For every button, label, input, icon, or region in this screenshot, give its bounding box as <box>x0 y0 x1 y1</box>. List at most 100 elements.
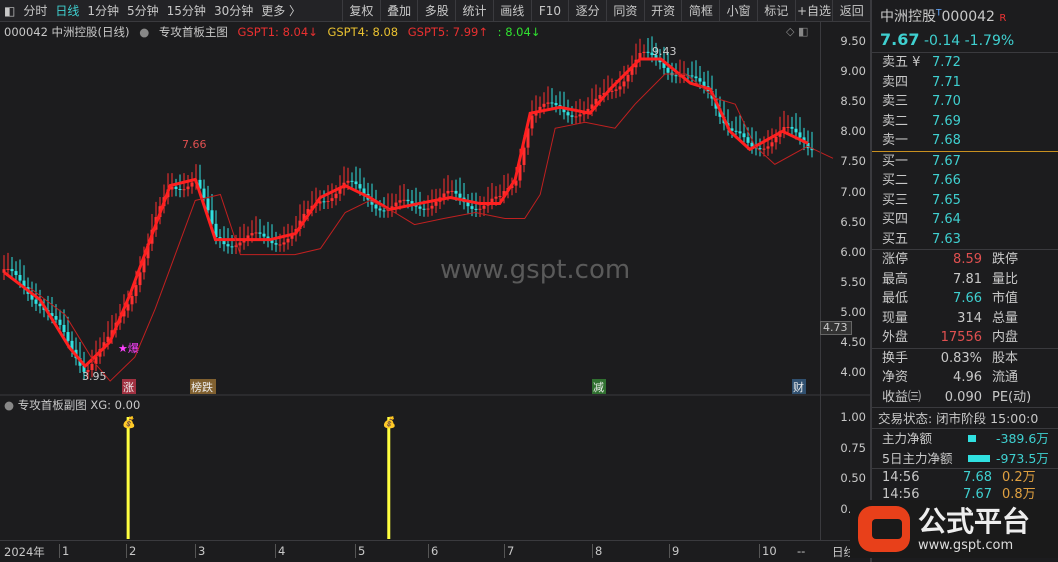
scroll-end[interactable]: -- <box>797 544 806 558</box>
indicator-toggle-icon[interactable]: ● <box>139 25 150 39</box>
ask-row[interactable]: 卖一 7.68 <box>872 131 1058 151</box>
stat-cell: 涨停 <box>882 252 909 267</box>
event-badge[interactable] <box>592 379 606 394</box>
period-tab[interactable]: 日线 <box>55 4 80 18</box>
candle-body <box>474 208 478 210</box>
candle-body <box>542 103 546 107</box>
period-tab[interactable]: 15分钟 <box>166 4 206 18</box>
toolbar-button[interactable]: 标记 <box>756 0 795 21</box>
ask-row[interactable]: 卖四 7.71 <box>872 73 1058 93</box>
toolbar-button[interactable]: F10 <box>530 0 569 21</box>
indicator-name[interactable]: 专攻首板主图 <box>158 25 228 39</box>
layout-toggle-icon[interactable]: ◧ <box>4 4 16 18</box>
candle-body <box>578 114 582 117</box>
kline-chart[interactable]: 💰 💰 7.66 9.43 3.95 ★爆涨 榜跌 减 财 <box>0 22 870 540</box>
book-price: 7.70 <box>932 94 961 109</box>
toolbar-button[interactable]: 复权 <box>342 0 380 21</box>
toolbar-button[interactable]: 简框 <box>681 0 719 21</box>
candle-body <box>422 208 426 210</box>
candle-body <box>458 193 462 198</box>
book-label: 买四 <box>882 212 909 227</box>
book-price: 7.67 <box>932 153 961 169</box>
candle-body <box>270 240 274 244</box>
stat-cell: 收益㈢ <box>882 389 922 405</box>
candle-body <box>490 198 494 202</box>
ask-row[interactable]: 卖三 7.70 <box>872 92 1058 112</box>
month-tick: 4 <box>275 544 285 558</box>
toolbar-button[interactable]: 小窗 <box>719 0 757 21</box>
candle-body <box>570 115 574 117</box>
candle-body <box>350 180 354 182</box>
candle-body <box>798 132 802 138</box>
toolbar-button[interactable]: 多股 <box>417 0 455 21</box>
candle-body <box>50 313 54 317</box>
last-price: 7.67 <box>880 30 920 49</box>
ask-row[interactable]: 卖二 7.69 <box>872 112 1058 132</box>
event-badge[interactable] <box>792 379 806 394</box>
stat-cell: 净资 <box>882 370 909 385</box>
candle-body <box>358 184 362 189</box>
bid-row[interactable]: 买四 7.64 <box>872 210 1058 230</box>
candle-body <box>318 201 322 204</box>
candle-body <box>302 213 306 221</box>
stat-cell: 4.96 <box>953 370 982 385</box>
candle-body <box>794 128 798 133</box>
sub-indicator-toggle-icon[interactable]: ● <box>4 398 15 412</box>
candle-body <box>762 148 766 150</box>
candle-body <box>522 147 526 165</box>
period-tab[interactable]: 分时 <box>23 4 48 18</box>
candle-body <box>470 206 474 209</box>
candle-body <box>746 137 750 143</box>
period-tab[interactable]: 更多 〉 <box>261 4 302 18</box>
year-label: 2024年 <box>4 545 45 559</box>
toolbar-button[interactable]: +自选 <box>794 0 833 21</box>
toolbar-button[interactable]: 同资 <box>606 0 644 21</box>
candle-body <box>66 332 70 341</box>
stat-cell: 换手 <box>882 350 909 366</box>
period-label[interactable]: 日线 <box>832 545 855 559</box>
candle-body <box>6 269 10 271</box>
event-badge[interactable] <box>122 379 136 394</box>
diamond-icon[interactable]: ◇ ◧ <box>786 25 809 38</box>
candle-body <box>398 200 402 203</box>
candle-body <box>454 190 458 194</box>
sub-indicator-name[interactable]: 专攻首板副图 <box>17 398 87 412</box>
candle-body <box>370 199 374 205</box>
candle-body <box>258 232 262 234</box>
candle-body <box>734 130 738 132</box>
candle-body <box>478 208 482 210</box>
event-badge[interactable] <box>190 379 216 394</box>
price-tick: 5.00 <box>840 304 866 319</box>
candle-body <box>502 191 506 196</box>
ask-row[interactable]: 卖五 ¥ 7.72 <box>872 53 1058 73</box>
tick-row: 14:56 7.67 0.8万 <box>872 486 1058 503</box>
candle-body <box>322 201 326 203</box>
logo-url: www.gspt.com <box>918 537 1014 553</box>
candle-body <box>598 95 602 99</box>
toolbar-button[interactable]: 逐分 <box>568 0 606 21</box>
candle-body <box>650 52 654 56</box>
toolbar-button[interactable]: 开资 <box>643 0 682 21</box>
bid-row[interactable]: 买二 7.66 <box>872 171 1058 191</box>
book-price: 7.66 <box>932 173 961 188</box>
bid-row[interactable]: 买五 7.63 <box>872 230 1058 250</box>
period-tab[interactable]: 30分钟 <box>213 4 254 18</box>
candle-body <box>590 104 594 109</box>
toolbar-button[interactable]: 叠加 <box>379 0 418 21</box>
candle-body <box>106 336 110 343</box>
stat-cell: 17556 <box>940 330 982 345</box>
period-tab[interactable]: 5分钟 <box>127 4 159 18</box>
book-label: 买五 <box>882 231 909 247</box>
stat-cell: PE(动) <box>992 389 1032 405</box>
toolbar-button[interactable]: 返回 <box>832 0 870 21</box>
bid-row[interactable]: 买三 7.65 <box>872 191 1058 211</box>
price-pct: -1.79% <box>964 33 1015 49</box>
candle-body <box>22 280 26 288</box>
period-tab[interactable]: 1分钟 <box>87 4 120 18</box>
toolbar-button[interactable]: 统计 <box>455 0 493 21</box>
price-tick: 7.50 <box>840 154 866 169</box>
stat-cell: 0.090 <box>944 389 982 405</box>
event-label: 减 <box>593 381 604 394</box>
bid-row[interactable]: 买一 7.67 <box>872 152 1058 172</box>
toolbar-button[interactable]: 画线 <box>492 0 531 21</box>
